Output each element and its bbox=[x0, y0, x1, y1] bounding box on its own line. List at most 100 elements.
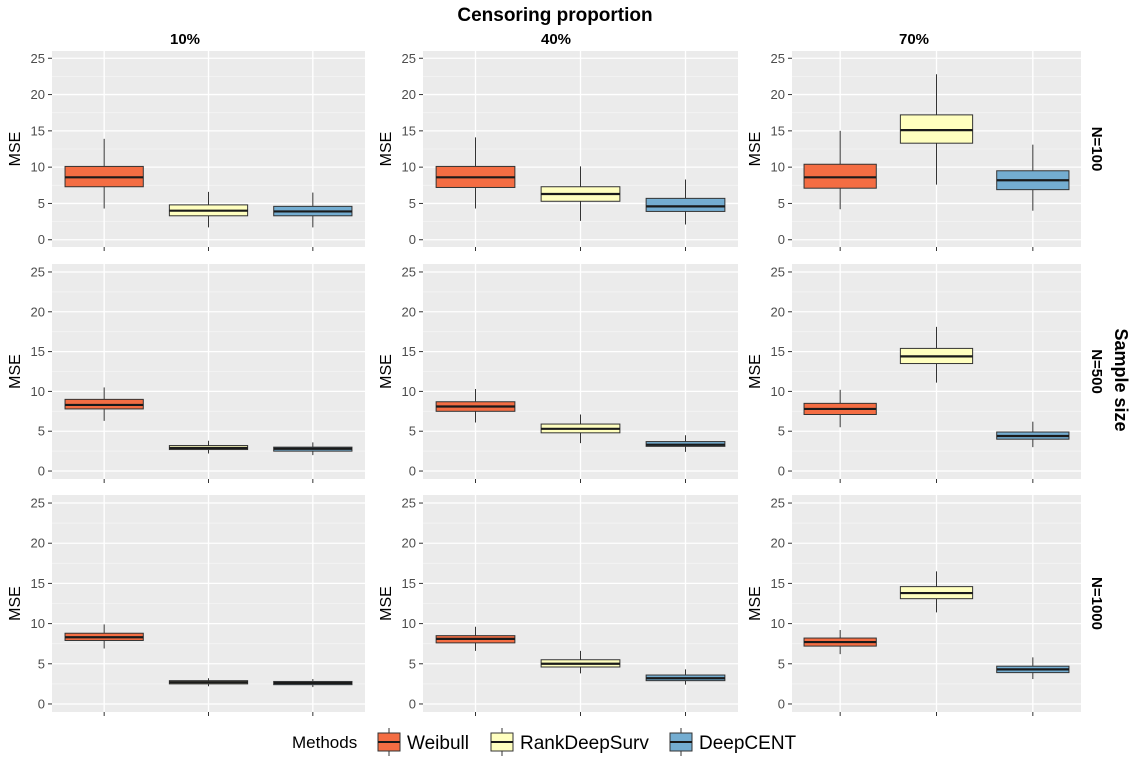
row-facet-label: N=1000 bbox=[1088, 577, 1105, 630]
y-tick-label: 15 bbox=[771, 123, 785, 138]
box-DeepCENT bbox=[645, 179, 726, 225]
y-tick-label: 15 bbox=[771, 344, 785, 359]
panel-N=500-10%: 0 5 10 15 20 25 MSE bbox=[7, 264, 365, 483]
y-axis-label: MSE bbox=[378, 132, 395, 167]
legend-label: RankDeepSurv bbox=[520, 733, 649, 754]
y-tick-label: 25 bbox=[402, 264, 416, 279]
box-RankDeepSurv bbox=[540, 166, 621, 221]
y-tick-label: 20 bbox=[31, 87, 45, 102]
y-tick-label: 0 bbox=[38, 464, 45, 479]
y-tick-label: 25 bbox=[402, 496, 416, 511]
box-DeepCENT bbox=[273, 442, 353, 456]
panel-N=1000-70%: 0 5 10 15 20 25 MSE bbox=[747, 495, 1081, 716]
y-tick-label: 0 bbox=[778, 464, 785, 479]
y-axis-label: MSE bbox=[747, 354, 764, 389]
y-tick-label: 25 bbox=[31, 51, 45, 66]
panel-N=500-40%: 0 5 10 15 20 25 MSE bbox=[378, 264, 738, 483]
legend-label: Weibull bbox=[407, 733, 469, 754]
y-tick-label: 25 bbox=[771, 264, 785, 279]
box-RankDeepSurv bbox=[899, 571, 974, 613]
y-tick-label: 15 bbox=[402, 344, 416, 359]
y-tick-label: 5 bbox=[778, 196, 785, 211]
legend-entry-DeepCENT: DeepCENT bbox=[669, 728, 797, 756]
y-tick-label: 10 bbox=[771, 384, 785, 399]
box-DeepCENT bbox=[996, 421, 1070, 448]
y-tick-label: 5 bbox=[38, 424, 45, 439]
box-RankDeepSurv bbox=[168, 440, 249, 454]
box-RankDeepSurv bbox=[168, 191, 249, 228]
y-tick-label: 15 bbox=[402, 576, 416, 591]
box-RankDeepSurv bbox=[540, 414, 621, 444]
y-tick-label: 10 bbox=[31, 160, 45, 175]
y-tick-label: 20 bbox=[31, 536, 45, 551]
row-facet-title: Sample size bbox=[1111, 328, 1131, 431]
legend-title: Methods bbox=[292, 733, 357, 752]
panel-N=100-70%: 0 5 10 15 20 25 MSE bbox=[747, 51, 1081, 251]
box-Weibull bbox=[803, 389, 877, 428]
column-facet-label-40: 40% bbox=[541, 31, 571, 48]
legend: Methods Weibull RankDeepSurv DeepCENT bbox=[292, 728, 797, 756]
box-Weibull bbox=[64, 624, 144, 649]
y-tick-label: 0 bbox=[409, 232, 416, 247]
y-tick-label: 0 bbox=[38, 696, 45, 711]
y-tick-label: 5 bbox=[778, 424, 785, 439]
row-facet-label: N=100 bbox=[1088, 127, 1105, 172]
y-axis-label: MSE bbox=[747, 586, 764, 621]
y-tick-label: 0 bbox=[409, 696, 416, 711]
y-tick-label: 15 bbox=[31, 344, 45, 359]
box-Weibull bbox=[803, 630, 877, 655]
y-tick-label: 10 bbox=[31, 616, 45, 631]
row-facet-label: N=500 bbox=[1088, 349, 1105, 394]
y-tick-label: 15 bbox=[31, 123, 45, 138]
panel-N=1000-40%: 0 5 10 15 20 25 MSE bbox=[378, 495, 738, 716]
y-axis-label: MSE bbox=[747, 132, 764, 167]
y-tick-label: 20 bbox=[31, 304, 45, 319]
y-tick-label: 10 bbox=[771, 616, 785, 631]
y-tick-label: 0 bbox=[38, 232, 45, 247]
y-axis-label: MSE bbox=[7, 132, 24, 167]
y-tick-label: 5 bbox=[778, 656, 785, 671]
y-tick-label: 0 bbox=[778, 696, 785, 711]
panel-N=100-40%: 0 5 10 15 20 25 MSE bbox=[378, 51, 738, 251]
y-tick-label: 5 bbox=[38, 656, 45, 671]
y-tick-label: 5 bbox=[409, 196, 416, 211]
y-tick-label: 5 bbox=[38, 196, 45, 211]
y-tick-label: 20 bbox=[402, 87, 416, 102]
y-tick-label: 15 bbox=[402, 123, 416, 138]
y-axis-label: MSE bbox=[7, 586, 24, 621]
y-tick-label: 25 bbox=[402, 51, 416, 66]
box-RankDeepSurv bbox=[899, 326, 974, 383]
panel-N=100-10%: 0 5 10 15 20 25 MSE bbox=[7, 51, 365, 251]
box-Weibull bbox=[803, 130, 877, 210]
y-tick-label: 20 bbox=[771, 536, 785, 551]
box-Weibull bbox=[64, 387, 144, 421]
y-tick-label: 10 bbox=[402, 616, 416, 631]
facet-panels: 0510152025MSE0510152025MSE0510152025MSE0… bbox=[7, 51, 1105, 716]
y-tick-label: 10 bbox=[402, 160, 416, 175]
box-DeepCENT bbox=[996, 144, 1070, 211]
box-Weibull bbox=[64, 138, 144, 209]
box-DeepCENT bbox=[273, 192, 353, 228]
y-tick-label: 25 bbox=[31, 264, 45, 279]
iqr-box bbox=[645, 197, 726, 212]
panel-N=1000-10%: 0 5 10 15 20 25 MSE bbox=[7, 495, 365, 716]
box-DeepCENT bbox=[645, 435, 726, 452]
y-tick-label: 10 bbox=[31, 384, 45, 399]
legend-label: DeepCENT bbox=[699, 733, 797, 754]
y-tick-label: 0 bbox=[409, 464, 416, 479]
y-tick-label: 10 bbox=[771, 160, 785, 175]
legend-entry-Weibull: Weibull bbox=[377, 728, 469, 756]
y-tick-label: 0 bbox=[778, 232, 785, 247]
y-tick-label: 20 bbox=[402, 536, 416, 551]
column-facet-label-10: 10% bbox=[170, 31, 200, 48]
box-Weibull bbox=[435, 389, 516, 423]
panel-N=500-70%: 0 5 10 15 20 25 MSE bbox=[747, 264, 1081, 483]
box-Weibull bbox=[435, 137, 516, 209]
box-DeepCENT bbox=[273, 679, 353, 688]
box-RankDeepSurv bbox=[168, 678, 249, 687]
box-RankDeepSurv bbox=[540, 650, 621, 674]
y-tick-label: 15 bbox=[31, 576, 45, 591]
y-tick-label: 25 bbox=[771, 496, 785, 511]
y-tick-label: 20 bbox=[402, 304, 416, 319]
box-RankDeepSurv bbox=[899, 74, 974, 185]
